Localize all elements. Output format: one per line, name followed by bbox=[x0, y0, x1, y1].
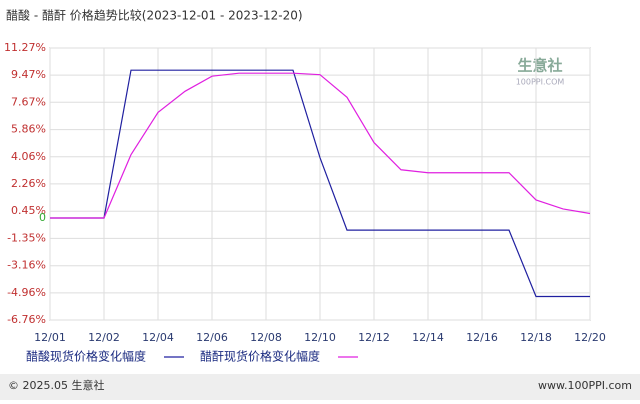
y-tick-label: 9.47% bbox=[11, 68, 46, 81]
x-tick-label: 12/12 bbox=[358, 331, 390, 344]
x-tick-label: 12/02 bbox=[88, 331, 120, 344]
y-tick-label: 2.26% bbox=[11, 177, 46, 190]
y-tick-label: 0 bbox=[39, 211, 46, 224]
y-tick-label: -1.35% bbox=[7, 231, 46, 244]
footer-right: www.100PPI.com bbox=[538, 379, 632, 392]
footer-left: © 2025.05 生意社 bbox=[8, 378, 104, 392]
x-tick-label: 12/08 bbox=[250, 331, 282, 344]
chart-title: 醋酸 - 醋酐 价格趋势比较(2023-12-01 - 2023-12-20) bbox=[6, 8, 303, 23]
y-tick-label: -3.16% bbox=[7, 259, 46, 272]
x-tick-label: 12/14 bbox=[412, 331, 444, 344]
series-line bbox=[50, 72, 591, 219]
series-line bbox=[50, 69, 590, 298]
x-tick-label: 12/10 bbox=[304, 331, 336, 344]
y-tick-label: 4.06% bbox=[11, 150, 46, 163]
x-tick-label: 12/06 bbox=[196, 331, 228, 344]
x-tick-label: 12/18 bbox=[520, 331, 552, 344]
watermark-site: 100PPI.COM bbox=[516, 78, 565, 87]
y-tick-label: -4.96% bbox=[7, 286, 46, 299]
x-tick-label: 12/04 bbox=[142, 331, 174, 344]
legend-label: 醋酐现货价格变化幅度 bbox=[200, 349, 320, 364]
y-tick-label: 0.45% bbox=[11, 204, 46, 217]
x-tick-label: 12/16 bbox=[466, 331, 498, 344]
watermark-brand: 生意社 bbox=[517, 57, 562, 75]
y-tick-label: 5.86% bbox=[11, 123, 46, 136]
footer-bar bbox=[0, 374, 640, 400]
y-tick-label: 11.27% bbox=[4, 41, 46, 54]
y-tick-label: 7.67% bbox=[11, 95, 46, 108]
y-tick-label: -6.76% bbox=[7, 313, 46, 326]
x-tick-label: 12/01 bbox=[34, 331, 66, 344]
legend-label: 醋酸现货价格变化幅度 bbox=[26, 349, 146, 364]
x-tick-label: 12/20 bbox=[574, 331, 606, 344]
